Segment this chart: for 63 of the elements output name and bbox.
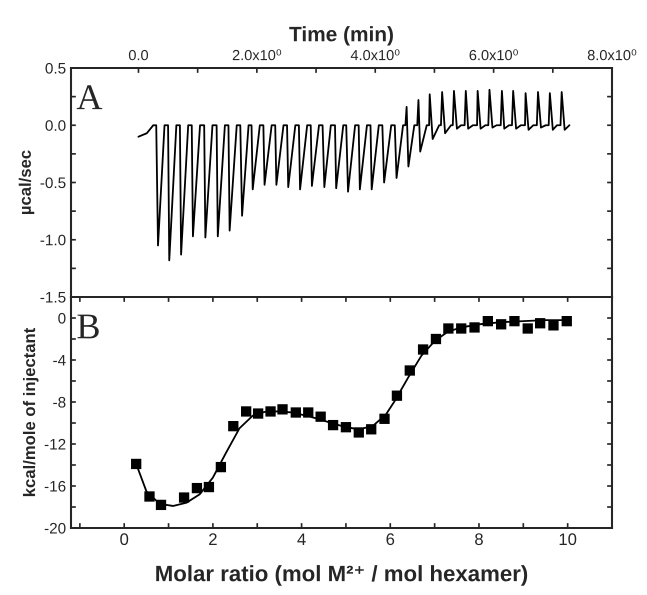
y-tick-label: -1.0 xyxy=(40,234,66,246)
annotation: B xyxy=(77,314,99,338)
point xyxy=(496,319,506,330)
x-tick-label: 6 xyxy=(386,533,394,546)
point xyxy=(562,316,572,326)
point xyxy=(443,323,454,334)
x-tick-label: 8 xyxy=(475,533,483,546)
y-tick-label: 0 xyxy=(58,312,66,324)
x-tick-label: 10 xyxy=(560,533,576,546)
point xyxy=(192,482,202,494)
y-tick-label: 0.0 xyxy=(46,120,66,131)
y-tick-label: -1.5 xyxy=(40,292,66,303)
y-tick-label: -4 xyxy=(53,355,66,366)
point xyxy=(354,427,364,438)
line-series xyxy=(138,88,570,262)
x-tick-label: 0 xyxy=(120,533,128,546)
x-tick-label: 6.0x10⁰ xyxy=(470,49,518,60)
point xyxy=(535,318,546,328)
point xyxy=(418,344,428,355)
y-tick-label: -16 xyxy=(44,480,66,492)
point xyxy=(379,414,390,424)
point xyxy=(366,424,376,434)
y-axis-title: kcal/mole of injectant xyxy=(22,328,39,496)
point xyxy=(252,408,264,419)
x-axis-title: Time (min) xyxy=(289,26,393,46)
point xyxy=(509,316,520,326)
y-tick-label: -0.5 xyxy=(40,177,66,188)
x-tick-label: 4.0x10⁰ xyxy=(350,49,400,60)
point xyxy=(316,412,326,422)
y-tick-label: -20 xyxy=(44,522,66,534)
x-axis-title: Molar ratio (mol M²⁺ / mol hexamer) xyxy=(156,565,528,586)
y-tick-label: -12 xyxy=(44,438,66,450)
y-tick-label: -8 xyxy=(53,396,66,408)
point xyxy=(216,462,226,472)
x-tick-label: 0.0 xyxy=(128,50,148,60)
point xyxy=(144,491,155,502)
annotation: A xyxy=(76,85,102,110)
y-axis-title: µcal/sec xyxy=(18,150,34,214)
point xyxy=(178,492,190,503)
point xyxy=(482,316,493,326)
x-tick-label: 8.0x10⁰ xyxy=(588,49,636,60)
point xyxy=(328,420,338,430)
point xyxy=(290,407,301,418)
point xyxy=(277,404,288,414)
x-tick-label: 2.0x10⁰ xyxy=(232,49,282,60)
point xyxy=(430,334,442,344)
point xyxy=(131,458,142,470)
point xyxy=(456,323,466,334)
x-tick-label: 4 xyxy=(297,533,306,545)
point xyxy=(469,322,480,333)
point xyxy=(241,406,252,417)
point xyxy=(265,406,276,417)
point xyxy=(404,365,415,376)
point xyxy=(340,422,352,432)
point xyxy=(156,500,166,510)
point xyxy=(548,320,559,330)
x-tick-label: 2 xyxy=(209,533,217,545)
point xyxy=(228,421,238,432)
y-tick-label: 0.5 xyxy=(46,62,66,74)
point xyxy=(303,407,314,418)
point xyxy=(392,390,402,401)
point xyxy=(204,482,214,492)
point xyxy=(522,323,533,334)
